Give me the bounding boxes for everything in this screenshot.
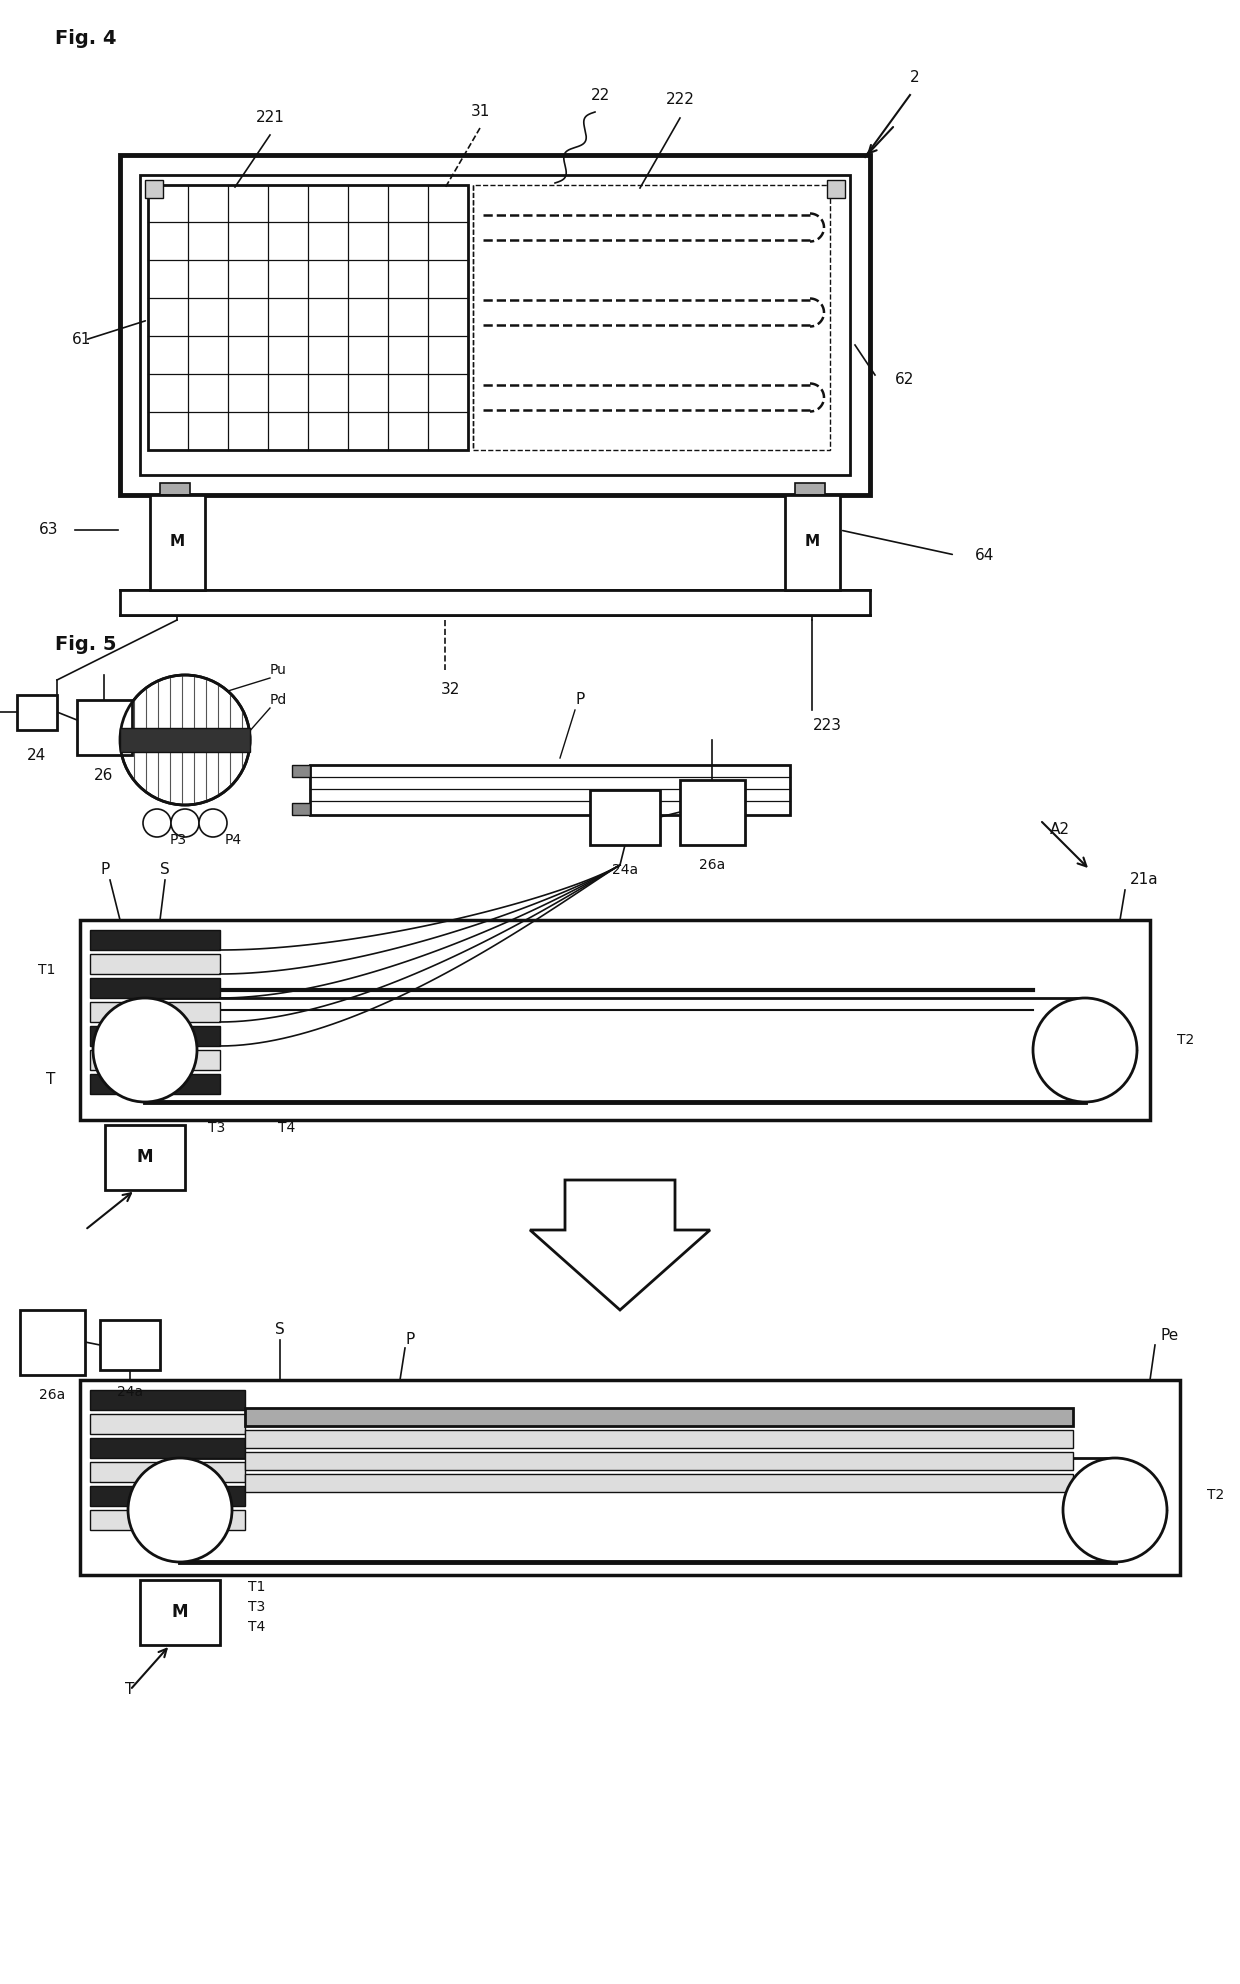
Bar (680, 780, 745, 845)
Bar (91, 954, 219, 974)
Text: M: M (172, 1603, 188, 1621)
Text: T2: T2 (1207, 1488, 1224, 1502)
Bar (91, 1438, 246, 1458)
Text: 24a: 24a (611, 863, 639, 877)
Text: 64: 64 (975, 548, 994, 563)
Bar (77, 700, 131, 756)
Bar (590, 790, 660, 845)
Circle shape (128, 1458, 232, 1561)
Bar (140, 175, 849, 474)
Text: T4: T4 (278, 1121, 295, 1135)
Bar (81, 1381, 1180, 1575)
Bar (472, 185, 830, 450)
Text: Pe: Pe (1159, 1327, 1178, 1343)
Text: 2: 2 (910, 71, 920, 85)
Bar (120, 728, 250, 752)
Text: 31: 31 (470, 105, 490, 119)
Text: 24: 24 (27, 748, 47, 762)
Text: Fig. 5: Fig. 5 (55, 635, 117, 655)
Bar (120, 728, 250, 752)
Text: P: P (405, 1333, 414, 1347)
Text: S: S (275, 1323, 285, 1337)
Circle shape (171, 809, 198, 837)
Polygon shape (529, 1180, 711, 1309)
Text: 61: 61 (72, 333, 92, 347)
Bar (120, 589, 870, 615)
Bar (246, 1452, 1073, 1470)
Text: 26a: 26a (699, 857, 725, 873)
Bar (91, 1486, 246, 1506)
Bar (291, 804, 310, 815)
Bar (148, 185, 467, 450)
Bar (246, 1474, 1073, 1492)
Bar (827, 181, 844, 198)
Circle shape (1033, 998, 1137, 1101)
Text: 221: 221 (255, 111, 284, 125)
Text: T2: T2 (1177, 1034, 1194, 1048)
Bar (310, 766, 790, 815)
Bar (150, 494, 205, 589)
Text: T1: T1 (37, 962, 55, 976)
Circle shape (143, 809, 171, 837)
Text: 22: 22 (590, 87, 610, 103)
Text: A2: A2 (1050, 823, 1070, 837)
Text: 26: 26 (94, 768, 114, 782)
Bar (120, 155, 870, 494)
Text: P3: P3 (170, 833, 186, 847)
Text: S: S (160, 863, 170, 877)
Text: P: P (575, 692, 584, 708)
Text: 21a: 21a (1130, 873, 1158, 887)
Text: M: M (170, 534, 185, 550)
Text: M: M (136, 1149, 154, 1167)
Bar (91, 978, 219, 998)
Bar (91, 1050, 219, 1069)
Text: 62: 62 (895, 373, 914, 387)
Bar (785, 494, 839, 589)
Text: Fig. 4: Fig. 4 (55, 28, 117, 48)
Bar (91, 930, 219, 950)
Text: P4: P4 (224, 833, 242, 847)
Bar (105, 1125, 185, 1190)
Bar (91, 1391, 246, 1411)
Text: P: P (100, 863, 109, 877)
Bar (17, 694, 57, 730)
Bar (100, 1319, 160, 1371)
Bar (246, 1409, 1073, 1426)
Text: Pd: Pd (269, 692, 286, 706)
Text: T: T (125, 1682, 135, 1698)
Bar (81, 921, 1149, 1121)
Text: M: M (805, 534, 820, 550)
Bar (160, 482, 190, 494)
Text: 223: 223 (812, 718, 842, 732)
Bar (91, 1073, 219, 1093)
Bar (246, 1430, 1073, 1448)
Text: 24a: 24a (117, 1385, 143, 1399)
Bar (795, 482, 825, 494)
Text: 63: 63 (38, 522, 58, 538)
Text: T3: T3 (248, 1599, 265, 1615)
Text: 222: 222 (666, 93, 694, 107)
Bar (91, 1462, 246, 1482)
Circle shape (1063, 1458, 1167, 1561)
Bar (140, 1579, 219, 1645)
Circle shape (120, 675, 250, 806)
Text: T: T (46, 1073, 55, 1087)
Text: T3: T3 (208, 1121, 226, 1135)
Bar (145, 181, 162, 198)
Text: T1: T1 (248, 1579, 265, 1593)
Bar (91, 1415, 246, 1434)
Circle shape (198, 809, 227, 837)
Bar (91, 1026, 219, 1046)
Circle shape (93, 998, 197, 1101)
Bar (91, 1002, 219, 1022)
Text: 32: 32 (440, 682, 460, 698)
Bar (291, 766, 310, 778)
Text: T4: T4 (248, 1621, 265, 1635)
Text: 26a: 26a (38, 1389, 66, 1403)
Bar (20, 1309, 86, 1375)
Bar (91, 1510, 246, 1530)
Text: Pu: Pu (269, 663, 286, 677)
